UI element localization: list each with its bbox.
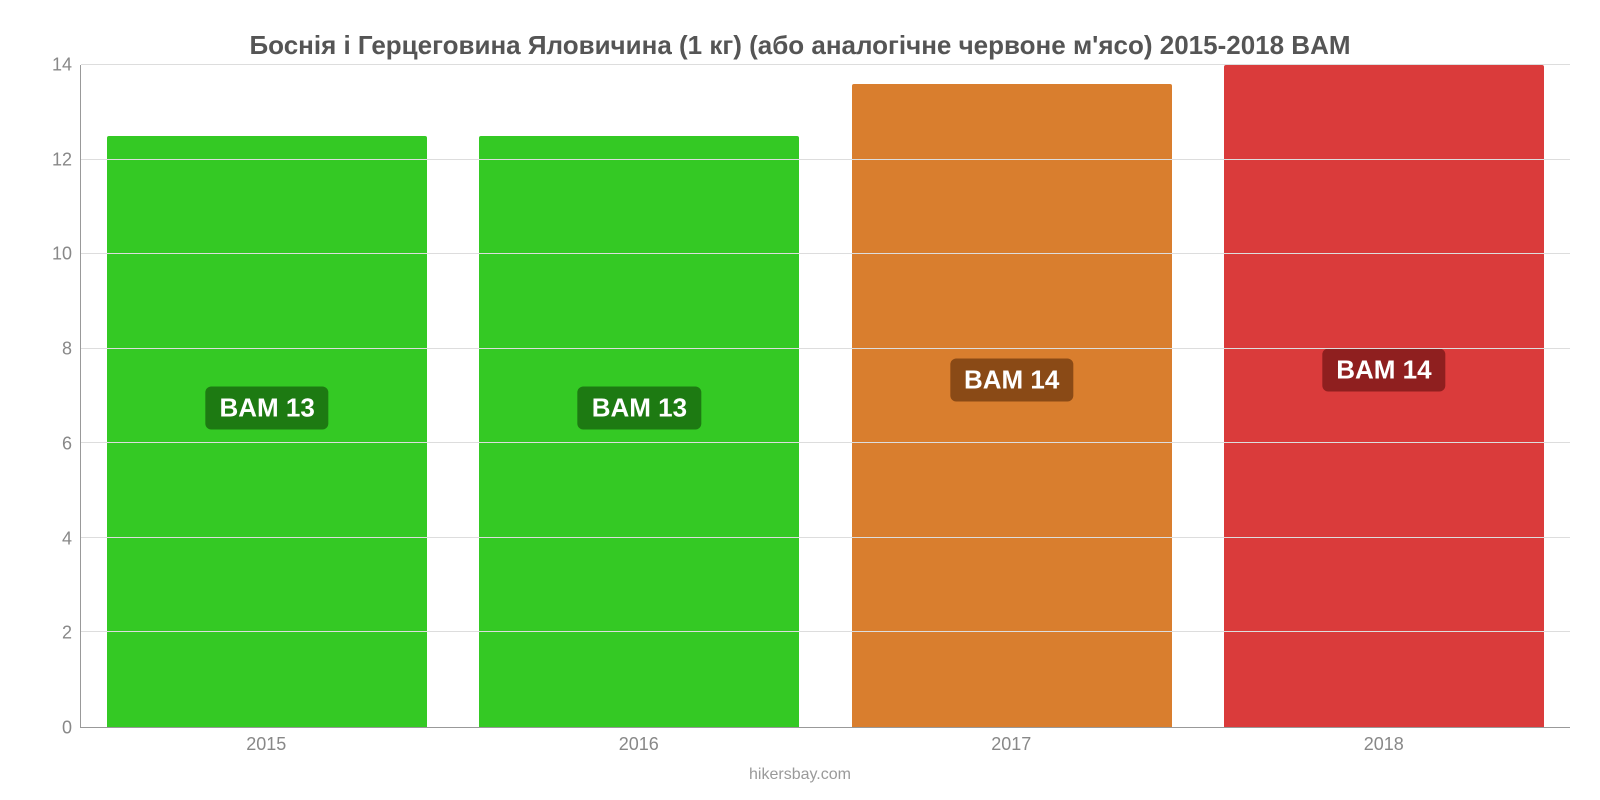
gridline — [81, 348, 1570, 349]
bar-slot: BAM 14 — [1198, 65, 1570, 727]
bar: BAM 14 — [1224, 65, 1544, 727]
x-tick-label: 2017 — [825, 728, 1198, 764]
y-tick-label: 4 — [62, 528, 72, 549]
x-axis: 2015201620172018 — [30, 728, 1570, 764]
y-tick-label: 14 — [52, 55, 72, 76]
plot-area: BAM 13 BAM 13 BAM 14 BAM 14 — [80, 65, 1570, 728]
y-tick-label: 2 — [62, 623, 72, 644]
y-axis: 02468101214 — [30, 65, 80, 728]
chart-credit: hikersbay.com — [30, 764, 1570, 790]
y-tick-label: 0 — [62, 718, 72, 739]
chart-title: Боснія і Герцеговина Яловичина (1 кг) (а… — [30, 30, 1570, 61]
bar-value-label: BAM 14 — [1322, 348, 1445, 391]
x-tick-label: 2015 — [80, 728, 453, 764]
y-tick-label: 12 — [52, 149, 72, 170]
x-tick-label: 2016 — [453, 728, 826, 764]
bar-slot: BAM 14 — [826, 65, 1198, 727]
gridline — [81, 64, 1570, 65]
plot-row: 02468101214 BAM 13BAM 13BAM 14BAM 14 — [30, 65, 1570, 728]
gridline — [81, 442, 1570, 443]
bar-value-label: BAM 13 — [205, 386, 328, 429]
bar-slot: BAM 13 — [81, 65, 453, 727]
gridline — [81, 253, 1570, 254]
bar: BAM 13 — [107, 136, 427, 727]
chart-container: Боснія і Герцеговина Яловичина (1 кг) (а… — [0, 0, 1600, 800]
x-tick-label: 2018 — [1198, 728, 1571, 764]
bar-value-label: BAM 14 — [950, 358, 1073, 401]
gridline — [81, 537, 1570, 538]
y-tick-label: 6 — [62, 433, 72, 454]
gridline — [81, 159, 1570, 160]
bar: BAM 13 — [479, 136, 799, 727]
y-tick-label: 10 — [52, 244, 72, 265]
y-tick-label: 8 — [62, 339, 72, 360]
bar-value-label: BAM 13 — [578, 386, 701, 429]
bars-layer: BAM 13 BAM 13 BAM 14 BAM 14 — [81, 65, 1570, 727]
bar-slot: BAM 13 — [453, 65, 825, 727]
gridline — [81, 631, 1570, 632]
